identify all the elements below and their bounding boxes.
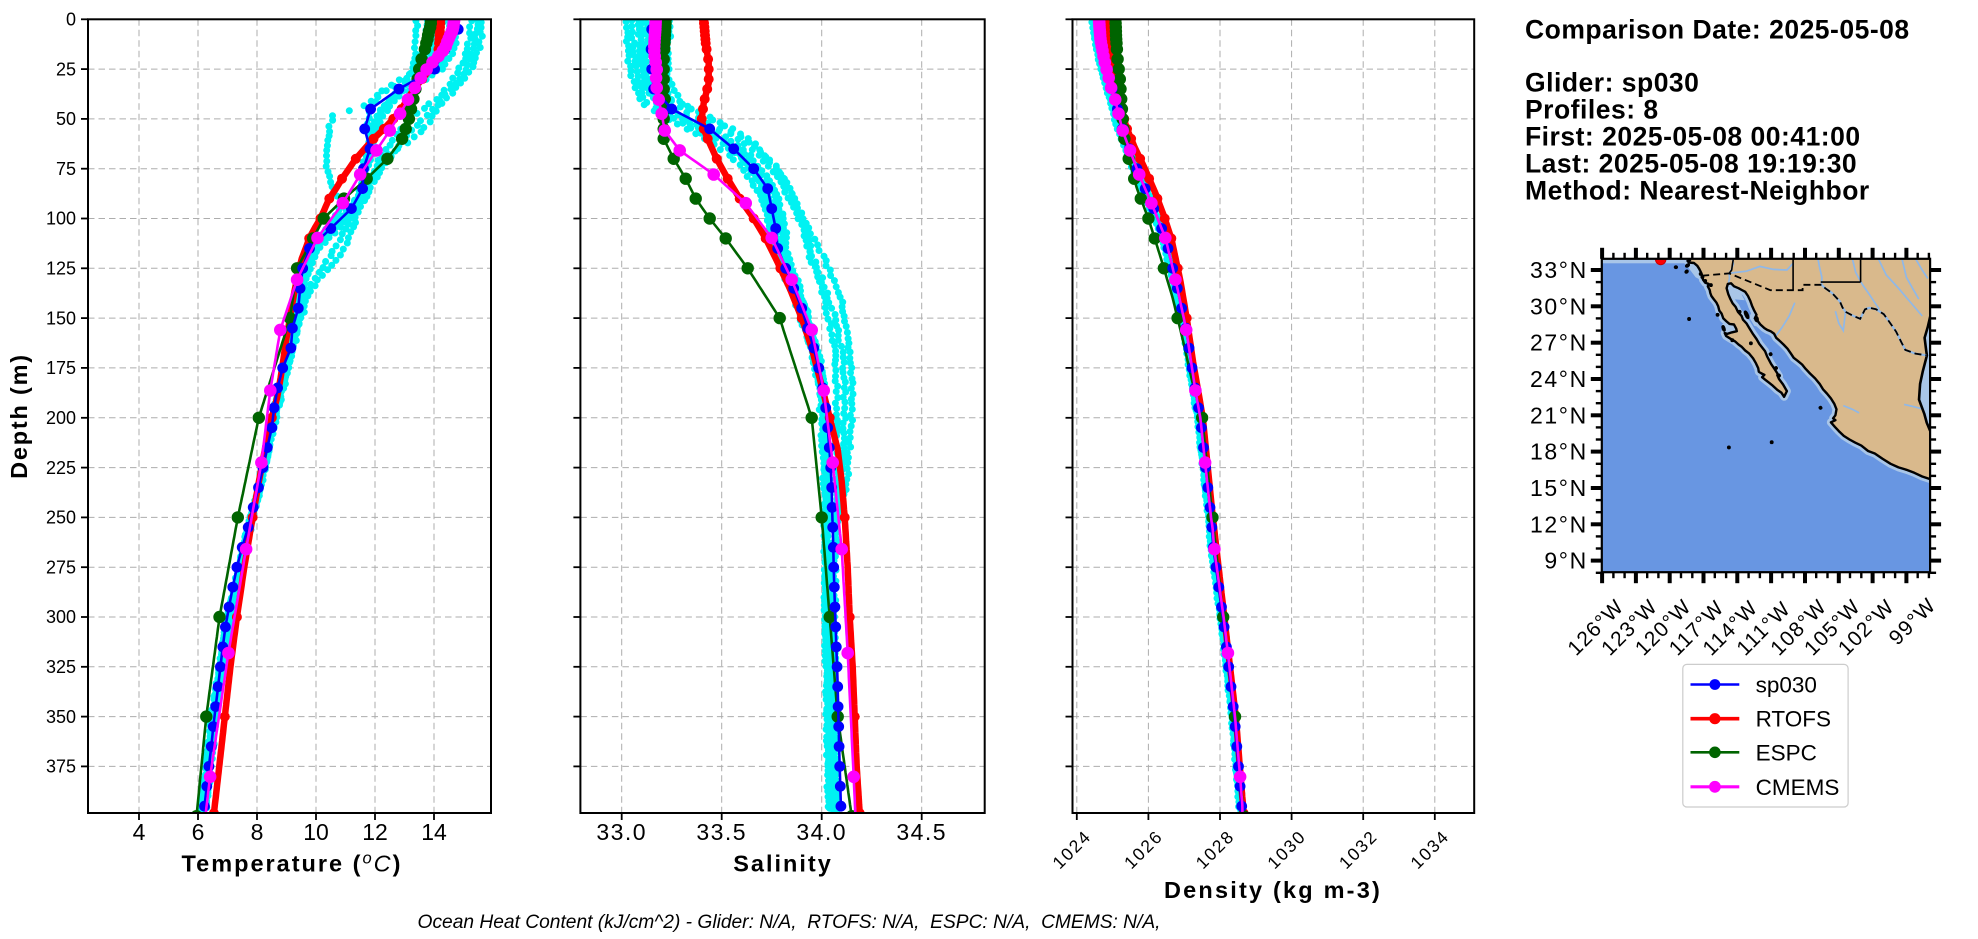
svg-text:175: 175 bbox=[46, 358, 76, 378]
svg-text:14: 14 bbox=[421, 819, 447, 845]
svg-text:200: 200 bbox=[46, 408, 76, 428]
svg-text:8: 8 bbox=[251, 819, 264, 845]
svg-text:375: 375 bbox=[46, 757, 76, 777]
svg-text:225: 225 bbox=[46, 458, 76, 478]
svg-text:33.5: 33.5 bbox=[696, 819, 747, 845]
svg-text:18°N: 18°N bbox=[1530, 439, 1588, 465]
svg-text:10: 10 bbox=[303, 819, 329, 845]
svg-text:RTOFS: RTOFS bbox=[1756, 707, 1831, 732]
svg-text:6: 6 bbox=[192, 819, 205, 845]
svg-text:300: 300 bbox=[46, 607, 76, 627]
svg-text:100: 100 bbox=[46, 209, 76, 229]
svg-text:24°N: 24°N bbox=[1530, 366, 1588, 392]
svg-text:34.0: 34.0 bbox=[796, 819, 847, 845]
svg-text:33°N: 33°N bbox=[1530, 257, 1588, 283]
svg-text:sp030: sp030 bbox=[1756, 673, 1817, 698]
svg-text:15°N: 15°N bbox=[1530, 475, 1588, 501]
svg-text:Ocean Heat Content (kJ/cm^2) -: Ocean Heat Content (kJ/cm^2) - Glider: N… bbox=[418, 912, 1161, 933]
svg-text:12°N: 12°N bbox=[1530, 511, 1588, 537]
svg-text:First: 2025-05-08 00:41:00: First: 2025-05-08 00:41:00 bbox=[1525, 122, 1861, 152]
svg-text:CMEMS: CMEMS bbox=[1756, 775, 1840, 800]
svg-text:Profiles: 8: Profiles: 8 bbox=[1525, 95, 1659, 125]
svg-text:350: 350 bbox=[46, 707, 76, 727]
svg-text:4: 4 bbox=[133, 819, 146, 845]
svg-text:150: 150 bbox=[46, 308, 76, 328]
svg-text:27°N: 27°N bbox=[1530, 330, 1588, 356]
svg-text:Density (kg m-3): Density (kg m-3) bbox=[1164, 877, 1382, 903]
svg-text:33.0: 33.0 bbox=[596, 819, 647, 845]
svg-text:Depth (m): Depth (m) bbox=[6, 353, 32, 479]
svg-text:25: 25 bbox=[56, 59, 76, 79]
svg-text:Glider: sp030: Glider: sp030 bbox=[1525, 68, 1699, 98]
svg-text:ESPC: ESPC bbox=[1756, 740, 1817, 765]
svg-text:21°N: 21°N bbox=[1530, 402, 1588, 428]
svg-text:Comparison Date: 2025-05-08: Comparison Date: 2025-05-08 bbox=[1525, 15, 1910, 45]
svg-text:12: 12 bbox=[362, 819, 388, 845]
svg-text:Last: 2025-05-08 19:19:30: Last: 2025-05-08 19:19:30 bbox=[1525, 149, 1857, 179]
svg-text:275: 275 bbox=[46, 557, 76, 577]
svg-text:9°N: 9°N bbox=[1544, 548, 1587, 574]
svg-text:0: 0 bbox=[66, 10, 76, 30]
svg-text:34.5: 34.5 bbox=[896, 819, 947, 845]
svg-text:30°N: 30°N bbox=[1530, 293, 1588, 319]
svg-text:Method: Nearest-Neighbor: Method: Nearest-Neighbor bbox=[1525, 176, 1870, 206]
svg-text:125: 125 bbox=[46, 259, 76, 279]
svg-text:325: 325 bbox=[46, 657, 76, 677]
svg-text:50: 50 bbox=[56, 109, 76, 129]
svg-text:75: 75 bbox=[56, 159, 76, 179]
svg-text:250: 250 bbox=[46, 508, 76, 528]
svg-text:Salinity: Salinity bbox=[733, 851, 833, 877]
